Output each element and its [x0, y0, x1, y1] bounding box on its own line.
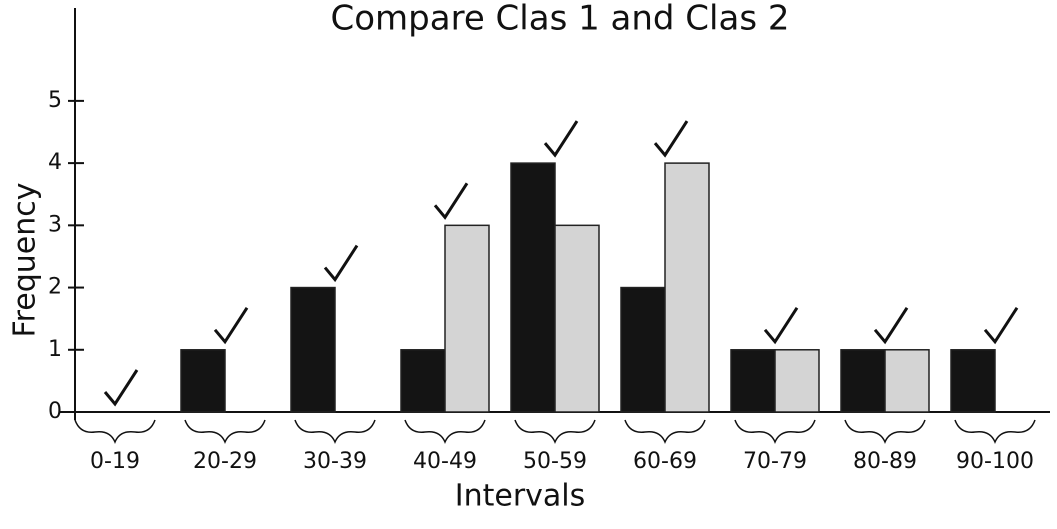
- x-tick-label: 30-39: [303, 449, 367, 474]
- bar: [841, 350, 885, 412]
- brace: [955, 420, 1035, 442]
- x-tick-label: 40-49: [413, 449, 477, 474]
- check-mark: [435, 183, 467, 217]
- chart-title: Compare Clas 1 and Clas 2: [331, 0, 790, 39]
- y-tick-label: 1: [48, 337, 62, 362]
- y-tick-label: 2: [48, 275, 62, 300]
- check-mark: [215, 308, 247, 342]
- y-tick-label: 0: [48, 399, 62, 424]
- brace: [75, 420, 155, 442]
- check-mark: [985, 308, 1017, 342]
- chart: Compare Clas 1 and Clas 2 Intervals Freq…: [0, 0, 1057, 529]
- y-axis-label: Frequency: [8, 183, 43, 338]
- x-axis-label: Intervals: [455, 479, 586, 514]
- brace: [405, 420, 485, 442]
- bar: [775, 350, 819, 412]
- brace: [625, 420, 705, 442]
- check-mark: [105, 370, 137, 404]
- x-tick-label: 70-79: [743, 449, 807, 474]
- bar: [401, 350, 445, 412]
- check-mark: [325, 246, 357, 280]
- bar: [445, 225, 489, 412]
- x-tick-label: 60-69: [633, 449, 697, 474]
- bar: [885, 350, 929, 412]
- y-tick-label: 3: [48, 212, 62, 237]
- x-tick-label: 20-29: [193, 449, 257, 474]
- bar: [181, 350, 225, 412]
- brace: [185, 420, 265, 442]
- bar: [731, 350, 775, 412]
- bar: [555, 225, 599, 412]
- brace: [515, 420, 595, 442]
- x-tick-label: 0-19: [90, 449, 140, 474]
- x-tick-label: 90-100: [956, 449, 1034, 474]
- check-mark: [655, 121, 687, 155]
- brace: [845, 420, 925, 442]
- bar: [291, 288, 335, 412]
- y-tick-label: 5: [48, 88, 62, 113]
- x-tick-label: 80-89: [853, 449, 917, 474]
- check-mark: [545, 121, 577, 155]
- bar: [621, 288, 665, 412]
- check-mark: [875, 308, 907, 342]
- bar: [951, 350, 995, 412]
- bar: [665, 163, 709, 412]
- brace: [295, 420, 375, 442]
- bar: [511, 163, 555, 412]
- x-tick-label: 50-59: [523, 449, 587, 474]
- y-tick-label: 4: [48, 150, 62, 175]
- brace: [735, 420, 815, 442]
- check-mark: [765, 308, 797, 342]
